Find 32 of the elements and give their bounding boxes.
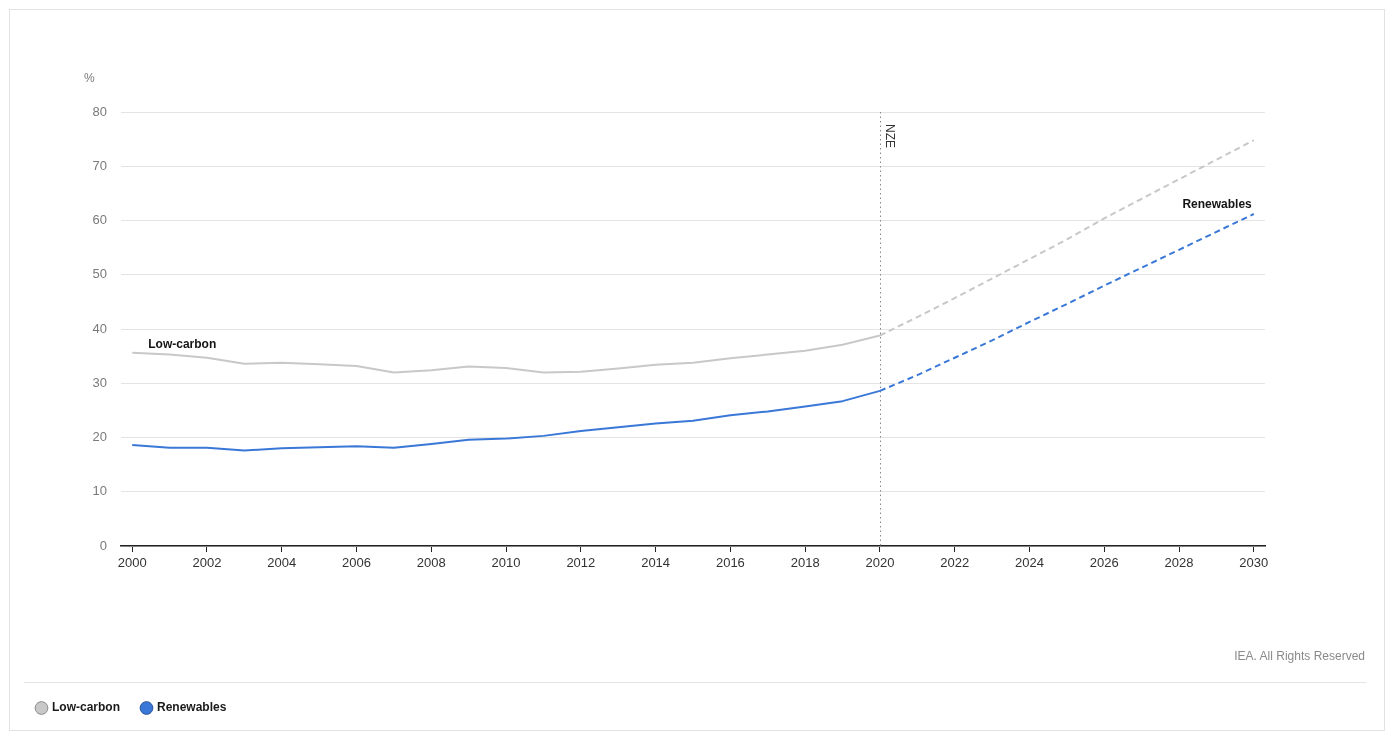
y-tick-label: 40 [92,320,107,336]
y-tick-label: 50 [92,266,107,282]
annotation: Low-carbon [148,337,217,352]
x-tick-label: 2008 [416,555,446,571]
y-tick-label: 0 [99,537,107,553]
ref-line-label: NZE [883,124,898,148]
x-tick-label: 2004 [267,555,297,571]
y-axis-title: % [84,71,95,85]
x-tick-label: 2002 [192,555,222,571]
x-tick-label: 2010 [491,555,521,571]
x-tick-label: 2030 [1239,555,1269,571]
y-tick-label: 70 [92,157,107,173]
x-tick-label: 2000 [117,555,147,571]
x-tick-label: 2012 [566,555,596,571]
text: IEA. All Rights Reserved [1234,649,1365,663]
y-tick-label: 20 [92,429,107,445]
x-tick-label: 2006 [342,555,371,571]
x-tick-label: 2024 [1015,555,1044,571]
legend-label: Low-carbon [52,700,120,715]
x-tick-label: 2028 [1164,555,1194,571]
x-tick-label: 2022 [940,555,970,571]
y-tick-label: 60 [92,212,107,228]
x-tick-label: 2026 [1089,555,1119,571]
x-tick-label: 2018 [790,555,820,571]
annotation: Renewables [1182,197,1253,212]
y-tick-label: 80 [92,103,107,119]
x-tick-label: 2020 [865,555,895,571]
x-tick-label: 2014 [641,555,671,571]
legend-label: Renewables [157,700,227,715]
x-tick-label: 2016 [715,555,745,571]
y-tick-label: 10 [92,483,107,499]
y-tick-label: 30 [92,374,107,390]
